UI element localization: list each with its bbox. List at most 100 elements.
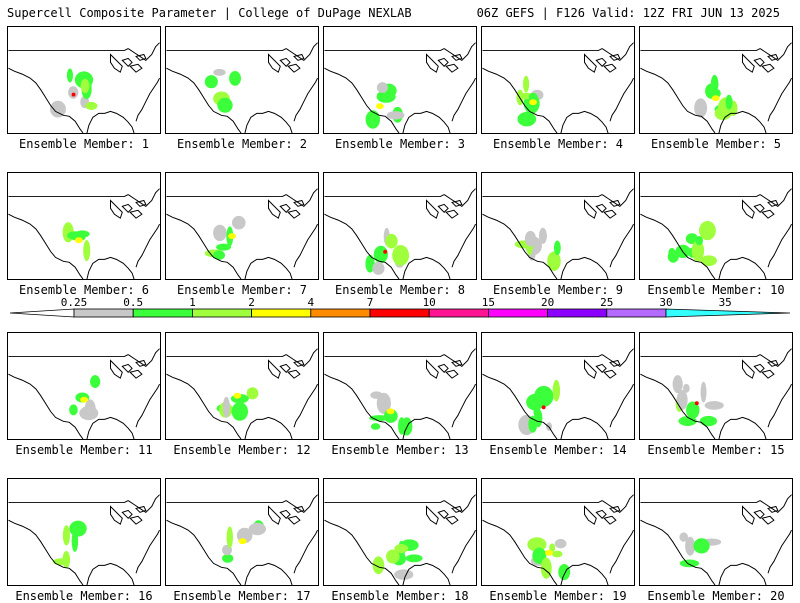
canada-border: [8, 188, 160, 208]
map-panel-member-7: [165, 172, 319, 280]
canada-border: [482, 348, 634, 368]
scp-contour: [80, 78, 90, 94]
map-panel-member-12: [165, 332, 319, 440]
great-lakes: [426, 199, 463, 219]
us-map: [166, 348, 318, 439]
colorbar-tick-label: 2: [248, 296, 255, 309]
colorbar-segment: [310, 308, 371, 318]
map-title: Supercell Composite Parameter | College …: [7, 6, 412, 20]
colorbar-tick-label: 20: [540, 296, 555, 309]
great-lakes: [110, 53, 147, 73]
scp-contour: [699, 415, 718, 427]
canada-border: [8, 494, 160, 514]
us-map: [482, 494, 634, 585]
coastline: [640, 373, 792, 439]
colorbar-tick-label: 10: [422, 296, 436, 309]
member-label: Ensemble Member: 7: [176, 283, 308, 297]
scp-contour: [683, 383, 690, 393]
canada-border: [166, 494, 318, 514]
canada-border: [640, 348, 792, 368]
scp-contour: [405, 554, 423, 563]
member-label: Ensemble Member: 20: [647, 589, 785, 603]
coastline: [482, 373, 634, 439]
colorbar-segment: [73, 308, 134, 318]
member-label: Ensemble Member: 9: [492, 283, 624, 297]
us-map: [324, 494, 476, 585]
great-lakes: [742, 359, 779, 379]
coastline: [640, 519, 792, 585]
scp-contour: [679, 559, 700, 568]
member-label: Ensemble Member: 6: [18, 283, 150, 297]
member-label: Ensemble Member: 3: [334, 137, 466, 151]
colorbar-arrow-low: [9, 308, 75, 318]
scp-contour: [544, 549, 553, 556]
great-lakes: [426, 53, 463, 73]
great-lakes: [584, 53, 621, 73]
scp-contour: [529, 99, 537, 106]
great-lakes: [268, 199, 305, 219]
scp-contour: [705, 83, 718, 99]
scp-contour: [370, 423, 381, 430]
canada-border: [482, 42, 634, 62]
canada-border: [482, 494, 634, 514]
scp-contour: [246, 387, 259, 400]
canada-border: [8, 348, 160, 368]
scp-contour: [528, 415, 538, 433]
scp-contour: [228, 233, 236, 240]
scp-contour: [204, 75, 218, 89]
us-map: [640, 42, 792, 133]
scp-contour: [222, 553, 234, 563]
scp-contour: [686, 401, 700, 419]
canada-border: [640, 188, 792, 208]
scp-contour: [248, 522, 267, 536]
scp-contour: [229, 70, 241, 86]
great-lakes: [110, 505, 147, 525]
scp-contour: [385, 233, 398, 249]
scp-contour: [370, 391, 383, 399]
scp-contour: [365, 110, 381, 129]
scp-contour: [699, 220, 716, 241]
scp-contour: [541, 405, 546, 410]
coastline: [482, 519, 634, 585]
scp-contour: [533, 405, 541, 419]
colorbar-tick-label: 0.5: [123, 296, 144, 309]
member-label: Ensemble Member: 2: [176, 137, 308, 151]
scp-contour: [90, 375, 101, 388]
scp-contour: [532, 547, 547, 564]
scp-contour: [685, 536, 696, 556]
scp-contour: [558, 564, 571, 581]
scp-contour: [522, 75, 530, 93]
map-panel-member-6: [7, 172, 161, 280]
coastline: [8, 373, 160, 439]
colorbar-segment: [251, 308, 312, 318]
coastline: [166, 373, 318, 439]
canada-border: [166, 42, 318, 62]
great-lakes: [742, 199, 779, 219]
scp-contour: [226, 526, 234, 549]
coastline: [482, 213, 634, 279]
colorbar-segment: [132, 308, 193, 318]
coastline: [482, 67, 634, 133]
map-panel-member-2: [165, 26, 319, 134]
scp-contour: [85, 101, 98, 110]
canada-border: [166, 348, 318, 368]
scp-contour: [394, 544, 409, 554]
us-map: [324, 188, 476, 279]
us-map: [166, 42, 318, 133]
scp-contour: [68, 86, 79, 99]
member-label: Ensemble Member: 5: [650, 137, 782, 151]
colorbar-segment: [487, 308, 548, 318]
scp-contour: [71, 530, 79, 552]
scp-contour: [83, 240, 91, 262]
colorbar-arrow-high: [665, 308, 791, 318]
scp-contour: [84, 399, 96, 419]
scp-contour: [231, 215, 246, 230]
us-map: [8, 494, 160, 585]
colorbar-tick-label: 1: [189, 296, 196, 309]
colorbar-tick-label: 7: [366, 296, 374, 309]
scp-contour: [386, 549, 400, 564]
scp-contour: [238, 538, 247, 545]
coastline: [166, 67, 318, 133]
coastline: [324, 519, 476, 585]
us-map: [8, 42, 160, 133]
